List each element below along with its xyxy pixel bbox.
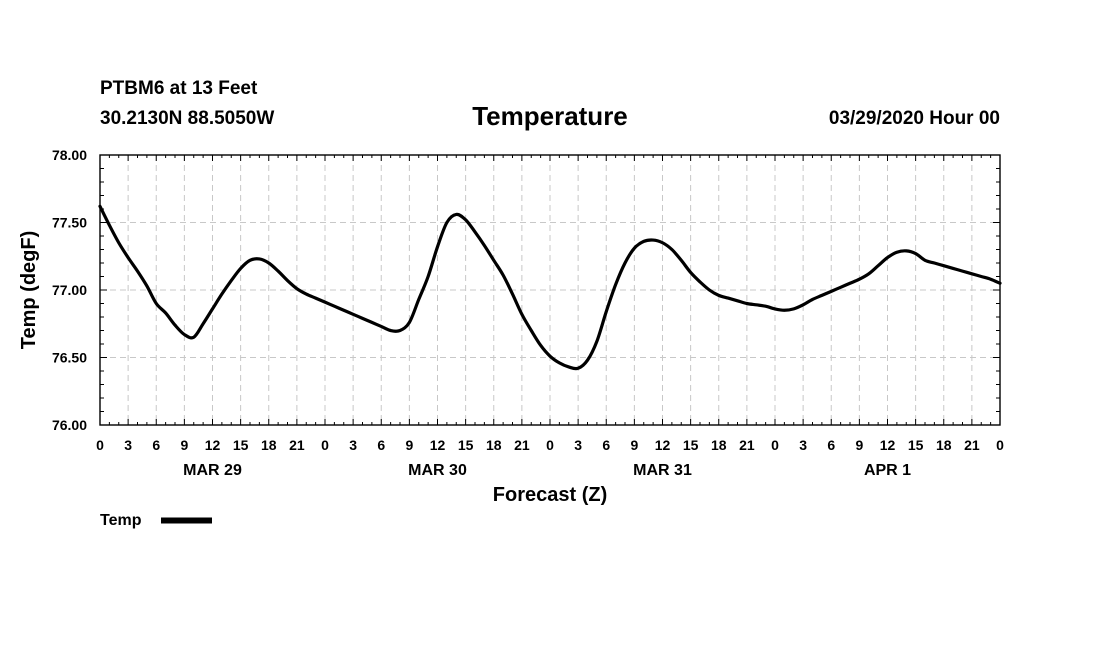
y-tick-label: 78.00 (52, 147, 87, 163)
x-tick-label: 15 (233, 437, 249, 453)
x-tick-label: 15 (458, 437, 474, 453)
x-tick-label: 15 (683, 437, 699, 453)
plot-frame (99, 154, 1001, 426)
coords-label: 30.2130N 88.5050W (100, 108, 274, 129)
day-label: MAR 30 (408, 462, 467, 479)
temp-series-line (98, 204, 1002, 371)
y-tick-label: 76.00 (52, 417, 87, 433)
x-tick-label: 6 (152, 437, 160, 453)
x-tick-label: 3 (349, 437, 357, 453)
grid-lines (100, 155, 1000, 425)
x-tick-label: 21 (514, 437, 530, 453)
x-tick-label: 21 (289, 437, 305, 453)
x-tick-label: 12 (430, 437, 446, 453)
legend-label: Temp (100, 512, 142, 529)
x-tick-label: 9 (630, 437, 638, 453)
day-labels: MAR 29 MAR 30 MAR 31 APR 1 (183, 462, 911, 479)
x-tick-label: 9 (855, 437, 863, 453)
day-label: APR 1 (864, 462, 911, 479)
x-tick-label: 0 (546, 437, 554, 453)
y-axis-label: Temp (degF) (18, 231, 40, 350)
x-tick-label: 21 (739, 437, 755, 453)
x-tick-label: 18 (261, 437, 277, 453)
x-tick-label: 6 (602, 437, 610, 453)
x-axis-label: Forecast (Z) (493, 484, 607, 506)
x-tick-label: 15 (908, 437, 924, 453)
x-tick-label: 0 (771, 437, 779, 453)
day-label: MAR 31 (633, 462, 692, 479)
x-tick-labels: 0 3 6 9 12 15 18 21 0 3 6 9 12 15 18 21 0 3 6 9 12 15 18 21 0 3 6 9… (96, 437, 1004, 453)
x-tick-label: 0 (996, 437, 1004, 453)
x-tick-label: 3 (124, 437, 132, 453)
date-label: 03/29/2020 Hour 00 (829, 108, 1000, 129)
chart-title: Temperature (472, 101, 628, 131)
y-tick-label: 76.50 (52, 350, 87, 366)
x-tick-label: 0 (321, 437, 329, 453)
x-tick-label: 6 (377, 437, 385, 453)
x-tick-label: 12 (205, 437, 221, 453)
x-tick-label: 3 (574, 437, 582, 453)
x-tick-label: 6 (827, 437, 835, 453)
day-label: MAR 29 (183, 462, 242, 479)
x-tick-label: 21 (964, 437, 980, 453)
x-tick-label: 0 (96, 437, 104, 453)
x-tick-label: 3 (799, 437, 807, 453)
x-tick-label: 18 (486, 437, 502, 453)
x-tick-label: 9 (180, 437, 188, 453)
y-tick-label: 77.50 (52, 215, 87, 231)
x-tick-label: 18 (711, 437, 727, 453)
y-tick-label: 77.00 (52, 282, 87, 298)
x-tick-label: 12 (880, 437, 896, 453)
x-tick-label: 12 (655, 437, 671, 453)
y-tick-labels: 76.00 76.50 77.00 77.50 78.00 (52, 147, 87, 433)
x-tick-label: 9 (405, 437, 413, 453)
series-layer (98, 204, 1002, 371)
x-tick-label: 18 (936, 437, 952, 453)
station-label: PTBM6 at 13 Feet (100, 78, 258, 99)
